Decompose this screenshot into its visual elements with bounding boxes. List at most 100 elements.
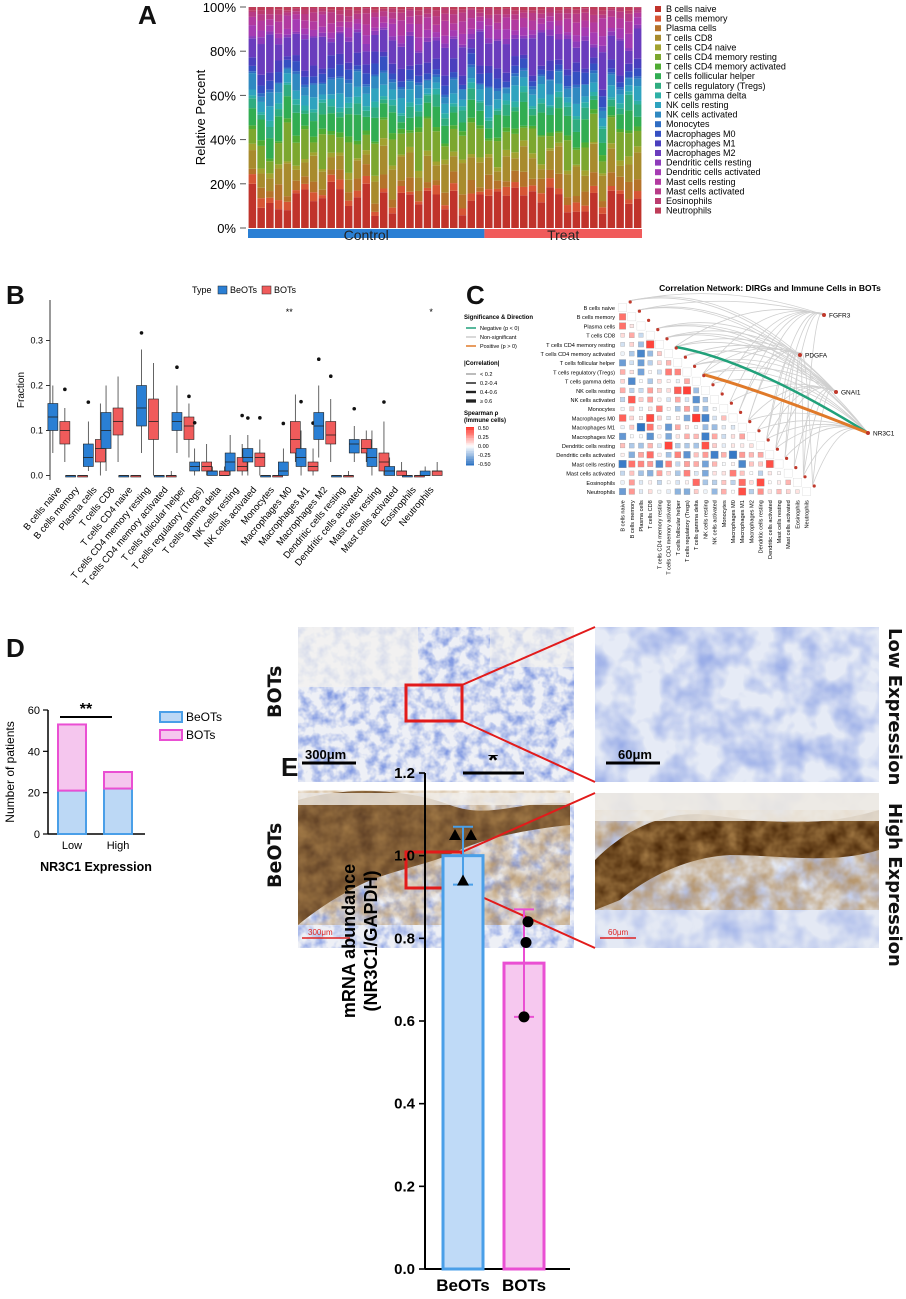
stacked-bar-segment [432,16,441,25]
stacked-bar-segment [292,104,300,113]
stacked-bar-segment [511,38,519,57]
stacked-bar-segment [598,207,607,214]
heatmap-cell [628,377,636,385]
stacked-bar-segment [616,18,624,29]
stacked-bar-segment [266,173,274,179]
stacked-bar-segment [248,125,257,130]
legend-label: BOTs [186,728,215,742]
stacked-bar-segment [353,197,362,228]
stacked-bar-segment [546,136,554,149]
stacked-bar-segment [546,21,554,30]
stacked-bar-segment [449,38,458,59]
heatmap-cell [637,460,645,468]
stacked-bar-segment [336,107,344,113]
stacked-bar-segment [266,202,274,228]
heatmap-cell [628,479,635,486]
color-scale-step [466,427,474,429]
col-label: B cells naive [621,500,627,531]
stacked-bar-segment [633,24,642,29]
legend-label: BOTs [274,285,297,295]
stacked-bar-segment [555,20,563,26]
stacked-bar-segment [590,82,598,93]
network-edge-positive [703,373,869,435]
network-edge [812,428,869,486]
box [290,421,301,454]
stacked-bar-segment [441,85,449,95]
y-tick-label: 40 [28,746,40,758]
stacked-bar-segment [292,8,300,12]
stacked-bar-segment [520,58,528,68]
stacked-bar-segment [336,189,344,228]
stacked-bar-segment [493,137,502,142]
stacked-bar-segment [590,73,598,83]
stacked-bar-segment [537,76,546,85]
heatmap-cell [620,425,625,430]
heatmap-cell [692,478,700,486]
network-node [775,447,779,451]
significance-mark: * [429,307,433,317]
stacked-bar-segment [344,27,353,38]
legend-swatch [655,102,661,108]
stacked-bar-segment [274,103,283,110]
heatmap-cell [657,379,662,384]
network-node [628,300,632,304]
stacked-bar-segment [423,8,432,14]
stacked-bar-segment [467,99,476,118]
stacked-bar-segment [485,87,493,106]
heatmap-cell [638,388,644,393]
stacked-bar-segment [266,7,274,10]
stacked-bar-segment [537,112,546,136]
stacked-bar-segment [520,17,528,28]
heatmap-cell [675,470,681,476]
stacked-bar-segment [476,29,484,32]
heatmap-cell [738,460,746,468]
stacked-bar-segment [309,112,318,122]
stacked-bar-segment [555,173,563,189]
stacked-bar-segment [563,102,572,107]
stacked-bar-segment [257,93,265,97]
stacked-bar-segment [633,179,642,192]
stacked-bar-segment [537,84,546,99]
ihc-side-label-low: Low Expression [884,628,905,786]
stacked-bar-segment [327,152,335,158]
stacked-bar-segment [318,32,327,37]
legend-swatch [655,82,661,89]
heatmap-cell [731,462,735,466]
heatmap-cell [665,423,673,431]
stacked-bar-segment [353,23,362,30]
stacked-bar-segment [388,73,397,80]
legend-title: Significance & Direction [464,315,533,321]
stacked-bar-segment [353,103,362,115]
stacked-bar-segment [502,17,511,30]
network-edge [628,297,837,393]
stacked-bar-segment [607,10,616,17]
stacked-bar-segment [616,11,624,19]
stacked-bar-segment [528,75,537,82]
stacked-bar-segment [458,21,467,34]
color-scale-step [466,455,474,458]
stacked-bar-segment [379,188,388,193]
stacked-bar-segment [511,10,519,15]
stacked-bar-segment [485,157,493,175]
stacked-bar-segment [502,14,511,18]
stacked-bar-segment [502,131,511,150]
heatmap-cell [674,488,681,495]
stacked-bar-segment [449,79,458,94]
stacked-bar-segment [274,7,283,10]
stacked-bar-segment [537,65,546,70]
box [59,421,71,445]
stacked-bar-segment [625,181,633,200]
stacked-bar-segment [485,86,493,88]
stacked-bar-segment [607,59,616,69]
stacked-bar-segment [248,57,257,66]
stacked-bar-segment [467,200,476,228]
heatmap-cell [739,451,746,458]
stacked-bar-segment [344,114,353,137]
stacked-bar-segment [423,88,432,94]
stacked-bar-segment [555,142,563,147]
heatmap-cell [657,425,662,430]
stacked-bar-segment [248,10,257,13]
heatmap-cell [619,387,626,394]
color-scale-step [466,438,474,440]
stacked-bar-segment [257,145,265,169]
